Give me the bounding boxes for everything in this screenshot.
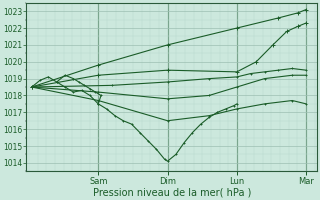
X-axis label: Pression niveau de la mer( hPa ): Pression niveau de la mer( hPa ): [92, 187, 251, 197]
